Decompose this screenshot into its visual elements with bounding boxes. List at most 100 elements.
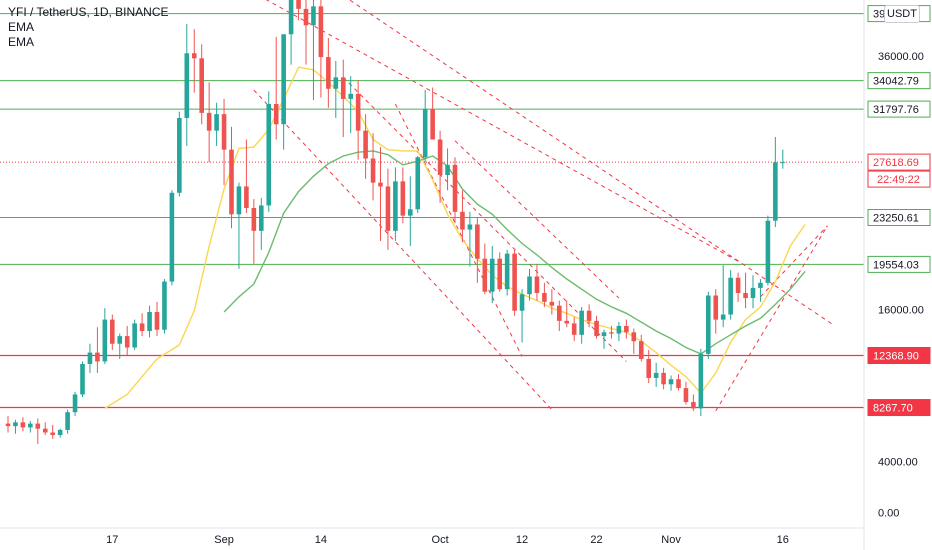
candle	[631, 328, 637, 354]
trend-line	[265, 0, 739, 262]
candle-body	[743, 292, 748, 299]
candle	[549, 289, 555, 315]
candle-body	[393, 181, 398, 231]
candle-body	[72, 394, 78, 413]
candle	[735, 272, 741, 302]
candle-body	[266, 104, 272, 206]
candle	[95, 327, 100, 373]
candle-body	[147, 312, 152, 332]
candle-body	[504, 253, 510, 290]
candle-body	[624, 325, 629, 333]
candle	[132, 319, 137, 351]
candle	[624, 319, 629, 339]
price-axis-layer: 0.004000.0016000.0036000.0040000.0043711…	[863, 0, 932, 550]
candle	[340, 59, 346, 137]
trend-line	[253, 89, 553, 410]
candle-body	[191, 53, 197, 59]
candle	[20, 417, 26, 432]
candle	[318, 0, 324, 98]
candle-body	[527, 276, 532, 295]
candle-body	[475, 224, 480, 259]
candle	[214, 102, 219, 146]
candle-body	[489, 258, 495, 292]
candle-body	[445, 164, 450, 176]
candle	[728, 270, 733, 320]
candle-body	[139, 323, 145, 332]
level-tag-label: 23250.61	[873, 213, 919, 225]
candle-body	[385, 186, 391, 231]
level-tag	[867, 347, 931, 365]
trend-lines-layer	[253, 0, 836, 412]
x-tick-label: 12	[516, 534, 528, 546]
candle	[102, 308, 108, 364]
candle	[489, 246, 495, 304]
candle	[50, 424, 55, 439]
candle	[475, 218, 480, 283]
candle	[355, 79, 361, 160]
candle	[758, 279, 763, 302]
candle-body	[534, 276, 540, 293]
candle	[653, 362, 659, 387]
candle	[57, 428, 63, 438]
ema-fast-legend[interactable]: EMA	[8, 20, 35, 34]
candle-body	[698, 353, 704, 409]
candle-body	[95, 352, 100, 362]
candle	[35, 418, 41, 444]
candle-body	[124, 336, 130, 348]
candle	[221, 98, 227, 186]
candle-body	[646, 358, 651, 378]
candle	[333, 60, 339, 118]
candle	[706, 291, 711, 359]
candle	[393, 167, 398, 241]
candle-body	[579, 310, 584, 335]
currency-button[interactable]: USDT	[884, 5, 920, 23]
candle-body	[497, 258, 502, 290]
candle-body	[35, 423, 41, 429]
candle	[288, 0, 294, 65]
candle-body	[296, 0, 301, 9]
candle-body	[355, 93, 361, 131]
candle-body	[430, 109, 435, 140]
candle	[80, 361, 85, 397]
symbol-title[interactable]: YFI / TetherUS, 1D, BINANCE	[8, 5, 169, 19]
candle	[110, 314, 115, 351]
candle	[616, 322, 622, 342]
candle-body	[65, 412, 70, 430]
level-tag	[867, 255, 931, 273]
candle-body	[750, 287, 756, 299]
candle-body	[415, 157, 421, 210]
candle	[698, 348, 704, 416]
candle-body	[720, 314, 726, 320]
candle	[348, 76, 353, 134]
y-tick-label: 36000.00	[878, 51, 924, 63]
candle	[191, 29, 197, 93]
x-tick-label: Sep	[214, 534, 234, 546]
candle	[65, 409, 70, 434]
candle-body	[154, 312, 160, 330]
candle-body	[348, 93, 353, 99]
candle	[557, 300, 562, 332]
candle-body	[683, 388, 689, 403]
candle	[452, 157, 458, 224]
candle-body	[102, 319, 108, 362]
candle-body	[452, 164, 458, 212]
candle	[638, 334, 644, 362]
trend-line	[342, 77, 627, 362]
candle-body	[318, 6, 324, 58]
level-tag-label: 12368.90	[873, 351, 919, 363]
level-tag-label: 19554.03	[873, 259, 919, 271]
candle	[743, 272, 748, 309]
candle	[244, 139, 249, 214]
candle	[363, 114, 368, 179]
last-price-label: 27618.69	[873, 157, 919, 169]
candle	[206, 82, 212, 163]
candle-body	[378, 182, 383, 187]
candle-body	[80, 364, 85, 395]
candle-body	[661, 372, 666, 385]
candle-body	[363, 130, 368, 159]
candle	[28, 421, 33, 433]
time-axis-layer: 17 Sep 14 Oct 12 22 Nov 16	[0, 527, 864, 546]
candle	[683, 381, 689, 405]
ema-slow-legend[interactable]: EMA	[8, 35, 35, 49]
